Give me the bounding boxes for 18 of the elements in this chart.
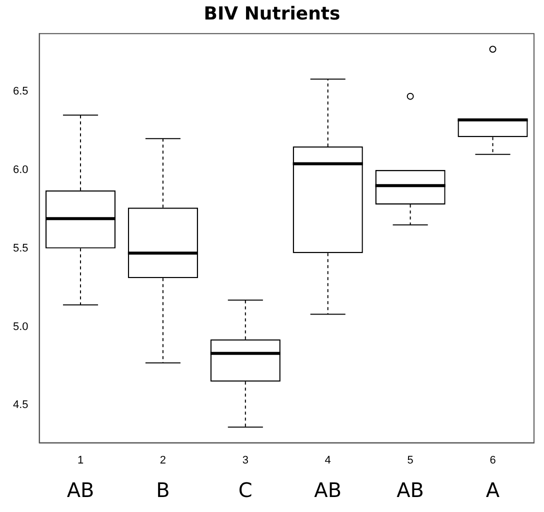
y-tick-label: 5.5 — [12, 242, 28, 254]
text: AB — [314, 478, 342, 502]
y-tick-label: 6.0 — [12, 164, 28, 176]
text: AB — [396, 478, 424, 502]
y-tick-label: 5.0 — [12, 320, 28, 333]
text: AB — [66, 478, 94, 502]
text: C — [238, 478, 252, 502]
y-tick-label: 6.5 — [12, 86, 28, 98]
x-tick-label: 5 — [407, 454, 414, 466]
chart-title: BIV Nutrients — [204, 3, 340, 24]
text: A — [486, 478, 500, 502]
x-tick-label: 3 — [242, 454, 248, 466]
x-tick-label: 1 — [77, 454, 84, 466]
x-tick-label: 6 — [490, 454, 496, 466]
x-tick-label: 2 — [160, 454, 166, 466]
x-tick-label: 4 — [324, 454, 331, 466]
text: B — [156, 478, 170, 502]
y-tick-label: 4.5 — [12, 399, 28, 412]
